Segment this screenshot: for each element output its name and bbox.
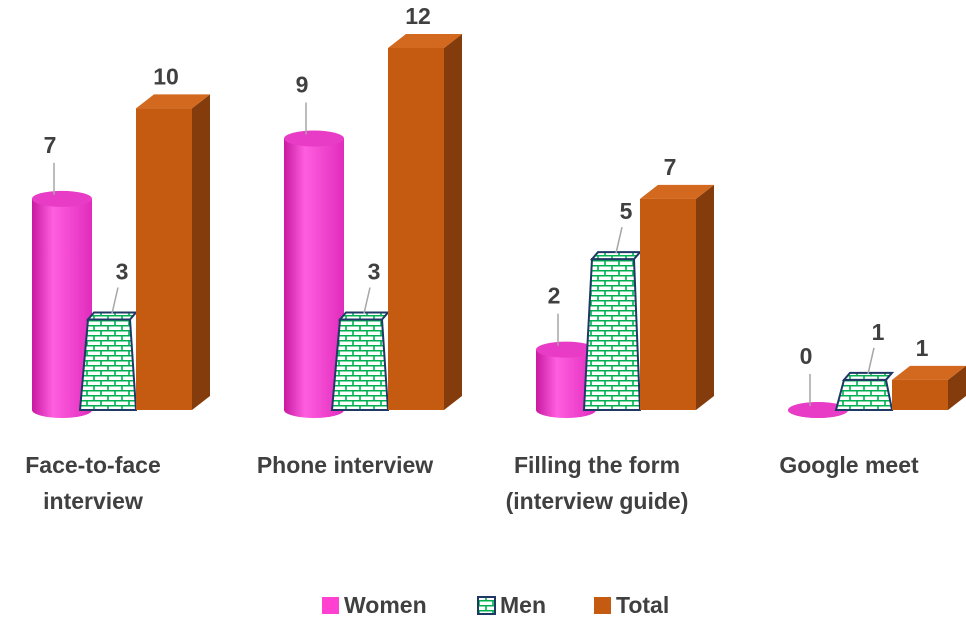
bar-men — [330, 311, 391, 411]
box-side — [696, 184, 714, 410]
box-front — [388, 48, 444, 410]
leader-line — [363, 287, 371, 314]
cylinder-body — [284, 138, 344, 418]
category-label: Filling the form (interview guide) — [505, 452, 689, 514]
value-label: 3 — [368, 259, 381, 285]
box-top — [388, 34, 462, 48]
brick-top — [841, 371, 895, 381]
value-label: 1 — [872, 319, 885, 345]
brick-top — [589, 251, 643, 261]
cylinder-top — [284, 130, 344, 147]
bar-women — [536, 341, 596, 418]
leader-line — [111, 287, 119, 314]
value-label: 2 — [548, 283, 561, 309]
box-side — [192, 94, 210, 410]
legend-swatch — [322, 597, 339, 614]
box-top — [892, 365, 966, 380]
category-label: Face-to-face interview — [25, 452, 161, 514]
brick-top — [337, 311, 391, 321]
legend-label: Women — [344, 592, 427, 618]
cylinder-body — [536, 349, 596, 418]
bar-men — [834, 371, 895, 411]
brick-front — [582, 258, 642, 411]
legend-label: Men — [500, 592, 546, 618]
legend-swatch — [477, 596, 496, 615]
legend-label: Total — [616, 592, 669, 618]
cylinder-top — [536, 341, 596, 358]
bar-men — [582, 251, 643, 411]
bar-women — [284, 130, 344, 418]
brick-front — [78, 318, 138, 411]
box-top — [136, 94, 210, 109]
value-label: 1 — [916, 335, 929, 361]
value-label: 9 — [296, 72, 309, 98]
box-front — [136, 108, 192, 410]
value-label: 3 — [116, 259, 129, 285]
category-label: Google meet — [779, 452, 919, 478]
bar-men — [78, 311, 139, 411]
bar-total — [892, 365, 966, 410]
cylinder-body — [32, 198, 92, 418]
value-label: 7 — [664, 154, 677, 180]
value-label: 7 — [44, 132, 57, 158]
bar-total — [136, 94, 210, 410]
value-label: 0 — [800, 343, 813, 369]
box-front — [640, 198, 696, 410]
bar-women — [788, 402, 848, 418]
value-label: 10 — [153, 63, 179, 89]
value-label: 12 — [405, 3, 431, 29]
brick-top — [85, 311, 139, 321]
cylinder-top — [788, 402, 848, 418]
box-top — [640, 184, 714, 199]
brick-front — [834, 378, 894, 411]
legend-swatch — [594, 597, 611, 614]
bar-total — [640, 184, 714, 410]
brick-front — [330, 318, 390, 411]
bar-women — [32, 190, 92, 418]
category-label: Phone interview — [256, 452, 434, 478]
cylinder-top — [32, 190, 92, 207]
box-front — [892, 379, 948, 410]
leader-line — [615, 226, 623, 254]
box-side — [948, 365, 966, 410]
value-label: 5 — [620, 198, 633, 224]
bar-total — [388, 34, 462, 410]
box-side — [444, 34, 462, 410]
leader-line — [867, 347, 875, 375]
